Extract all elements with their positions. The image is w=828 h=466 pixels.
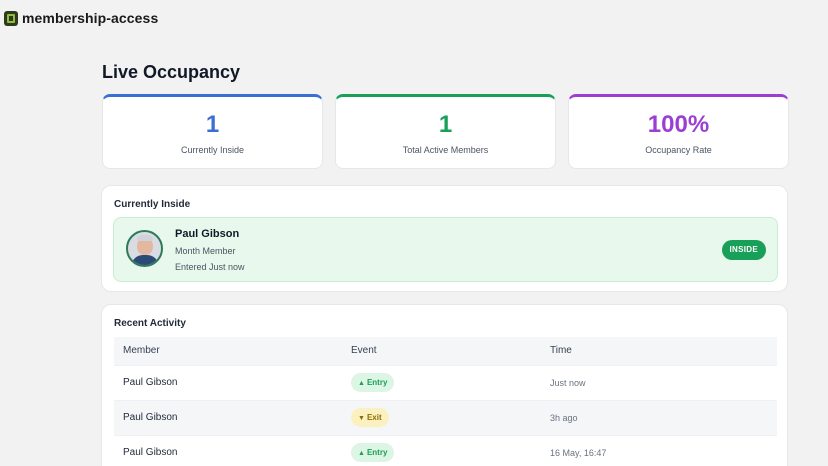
recent-activity-card: Recent Activity Member Event Time Paul G…	[101, 304, 788, 466]
stat-label: Occupancy Rate	[645, 145, 712, 155]
page-title: Live Occupancy	[102, 62, 241, 82]
time-cell: 3h ago	[541, 399, 777, 435]
table-row[interactable]: Paul Gibson ▲ Entry 16 May, 16:47	[114, 434, 777, 466]
event-cell: ▼ Exit	[342, 399, 541, 435]
table-row[interactable]: Paul Gibson ▼ Exit 3h ago	[114, 399, 777, 435]
member-entered-time: Entered Just now	[175, 262, 245, 272]
arrow-down-icon: ▼	[358, 415, 365, 422]
column-header-member[interactable]: Member	[123, 345, 160, 357]
column-header-time[interactable]: Time	[550, 345, 572, 357]
arrow-up-icon: ▲	[358, 380, 365, 387]
member-name: Paul Gibson	[175, 228, 240, 240]
time-cell: Just now	[541, 364, 777, 400]
column-header-event[interactable]: Event	[351, 345, 377, 357]
table-header-row: Member Event Time	[114, 337, 777, 365]
event-cell: ▲ Entry	[342, 434, 541, 466]
activity-table: Member Event Time Paul Gibson ▲ Entry Jus…	[114, 337, 777, 466]
stat-value: 1	[205, 111, 220, 138]
stat-value: 100%	[647, 111, 710, 138]
member-cell: Paul Gibson	[114, 399, 342, 435]
inside-member-row[interactable]: Paul Gibson Month Member Entered Just no…	[113, 217, 778, 282]
stat-card-currently-inside: 1 Currently Inside	[102, 94, 323, 169]
stat-card-total-active-members: 1 Total Active Members	[335, 94, 556, 169]
stats-row: 1 Currently Inside 1 Total Active Member…	[102, 94, 789, 169]
member-cell: Paul Gibson	[114, 364, 342, 400]
member-cell: Paul Gibson	[114, 434, 342, 466]
exit-badge: ▼ Exit	[351, 408, 389, 427]
gym-badge-icon	[4, 10, 18, 26]
table-row[interactable]: Paul Gibson ▲ Entry Just now	[114, 364, 777, 400]
member-plan: Month Member	[175, 246, 236, 256]
section-title: Currently Inside	[114, 199, 191, 210]
avatar	[126, 230, 163, 267]
time-cell: 16 May, 16:47	[541, 434, 777, 466]
entry-badge: ▲ Entry	[351, 373, 395, 392]
app-header: membership-access	[4, 10, 158, 26]
event-cell: ▲ Entry	[342, 364, 541, 400]
currently-inside-card: Currently Inside Paul Gibson Month Membe…	[101, 185, 788, 292]
status-badge: INSIDE	[721, 240, 766, 260]
arrow-up-icon: ▲	[358, 450, 365, 458]
app-title: membership-access	[22, 10, 159, 26]
entry-badge: ▲ Entry	[351, 443, 395, 463]
stat-value: 1	[438, 111, 453, 138]
stat-label: Total Active Members	[402, 145, 489, 155]
stat-card-occupancy-rate: 100% Occupancy Rate	[568, 94, 789, 169]
section-title: Recent Activity	[114, 318, 186, 329]
stat-label: Currently Inside	[180, 145, 245, 155]
